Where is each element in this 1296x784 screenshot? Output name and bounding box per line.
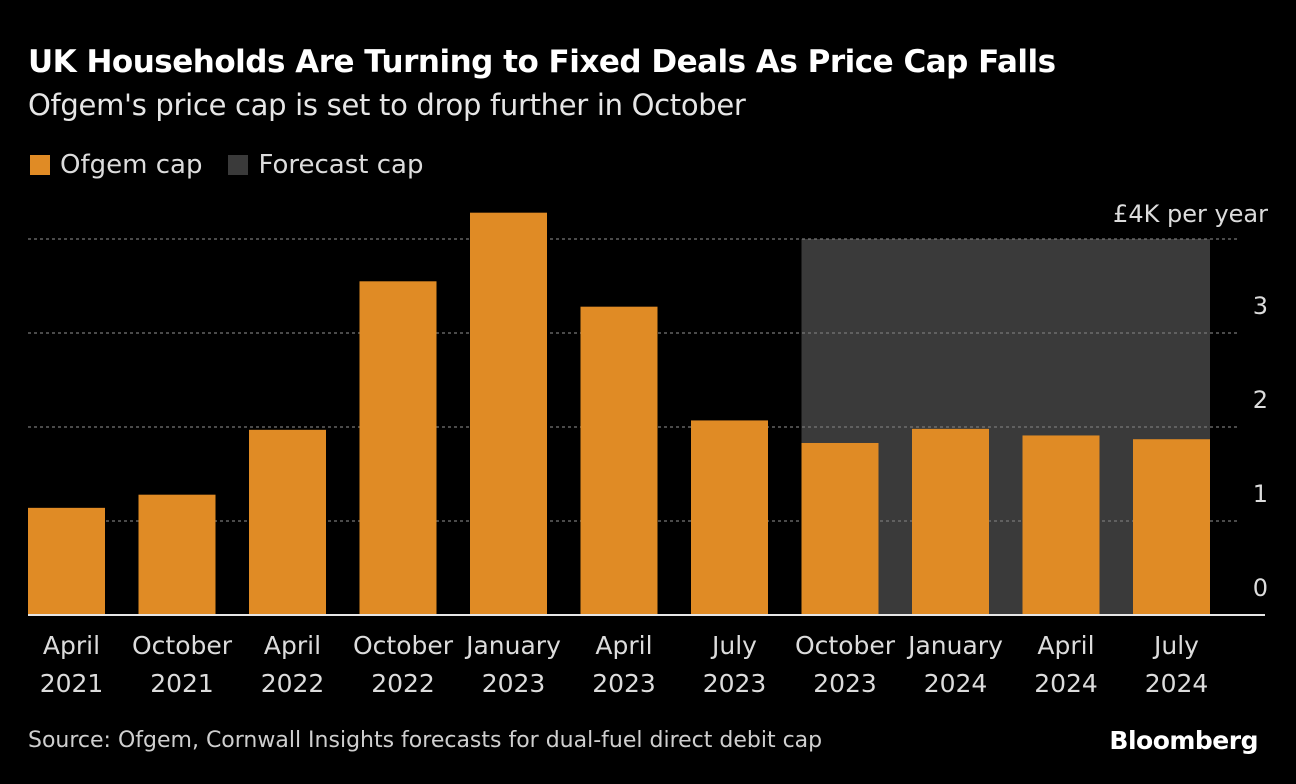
x-tick-label: 2023: [482, 669, 546, 698]
x-tick-label: 2021: [40, 669, 104, 698]
x-tick-label: April: [1037, 631, 1094, 660]
bar-april-2023: [580, 306, 658, 615]
x-tick-label: 2021: [150, 669, 214, 698]
x-tick-label: 2023: [813, 669, 877, 698]
y-tick-label: 3: [1253, 292, 1268, 320]
x-tick-label: October: [795, 631, 896, 660]
bar-april-2022: [249, 429, 326, 615]
x-tick-label: 2024: [924, 669, 988, 698]
legend-label: Ofgem cap: [60, 150, 203, 180]
x-tick-label: July: [1152, 631, 1199, 660]
x-tick-label: July: [710, 631, 757, 660]
bar-july-2023: [691, 420, 768, 615]
y-tick-label: 1: [1253, 480, 1268, 508]
y-tick-label: 2: [1253, 386, 1268, 414]
x-tick-label: January: [464, 631, 561, 660]
legend: Ofgem cap Forecast cap: [30, 150, 449, 180]
bar-july-2024: [1133, 439, 1210, 615]
x-tick-label: October: [132, 631, 233, 660]
x-tick-label: 2024: [1145, 669, 1209, 698]
bar-october-2023: [801, 442, 879, 615]
y-tick-label: £4K per year: [1113, 200, 1268, 228]
bar-october-2022: [359, 281, 437, 615]
bloomberg-logo: Bloomberg: [1109, 726, 1258, 755]
x-tick-label: 2024: [1034, 669, 1098, 698]
x-tick-label: January: [906, 631, 1003, 660]
x-tick-label: 2022: [261, 669, 325, 698]
bar-april-2024: [1022, 435, 1100, 615]
bar-january-2024: [912, 428, 989, 615]
x-tick-label: October: [353, 631, 454, 660]
bar-april-2021: [28, 507, 105, 615]
x-tick-label: April: [264, 631, 321, 660]
legend-swatch-forecast: [228, 155, 249, 175]
y-tick-label: 0: [1253, 574, 1268, 602]
chart-title: UK Households Are Turning to Fixed Deals…: [28, 44, 1056, 80]
chart-subtitle: Ofgem's price cap is set to drop further…: [28, 88, 746, 122]
bar-january-2023: [470, 212, 547, 615]
source-note: Source: Ofgem, Cornwall Insights forecas…: [28, 728, 823, 753]
x-tick-label: April: [595, 631, 652, 660]
x-tick-label: 2022: [371, 669, 435, 698]
legend-item-forecast: Forecast cap: [228, 150, 423, 180]
x-tick-label: April: [43, 631, 100, 660]
x-tick-label: 2023: [703, 669, 767, 698]
x-tick-label: 2023: [592, 669, 656, 698]
legend-item-ofgem: Ofgem cap: [30, 150, 202, 180]
bar-october-2021: [138, 494, 216, 615]
legend-label: Forecast cap: [258, 150, 424, 180]
legend-swatch-ofgem: [30, 155, 50, 175]
